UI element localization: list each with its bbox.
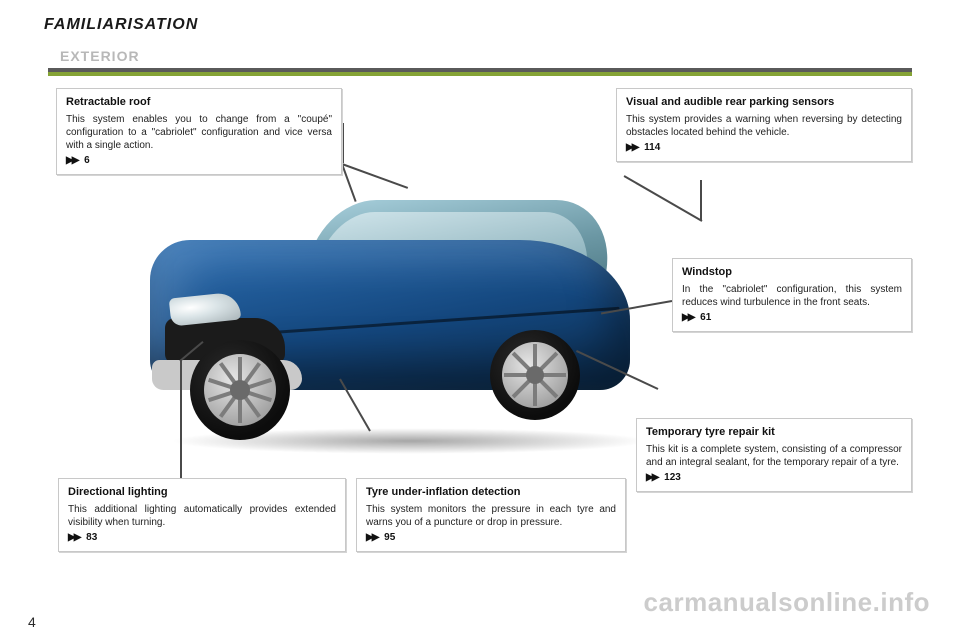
- ref-icon: ▶▶: [366, 532, 377, 543]
- chapter-title: FAMILIARISATION: [44, 16, 198, 34]
- callout-ref-page: 123: [664, 472, 681, 483]
- page-number: 4: [28, 614, 36, 630]
- callout-ref-page: 83: [86, 532, 97, 543]
- ref-icon: ▶▶: [66, 155, 77, 166]
- callout-body: This additional lighting automatically p…: [68, 503, 336, 529]
- callout-title: Visual and audible rear parking sensors: [626, 96, 902, 110]
- callout-tyre-underinflation: Tyre under-inflation detection This syst…: [356, 478, 626, 552]
- callout-ref: ▶▶ 6: [66, 155, 332, 166]
- manual-page: FAMILIARISATION EXTERIOR: [0, 0, 960, 640]
- callout-ref-page: 95: [384, 532, 395, 543]
- callout-body: This system enables you to change from a…: [66, 113, 332, 152]
- leader-line: [180, 360, 182, 478]
- ref-icon: ▶▶: [626, 142, 637, 153]
- callout-ref-page: 61: [700, 312, 711, 323]
- leader-line: [342, 123, 344, 163]
- leader-line: [700, 180, 702, 220]
- callout-title: Windstop: [682, 266, 902, 280]
- divider-green: [48, 72, 912, 76]
- callout-title: Tyre under-inflation detection: [366, 486, 616, 500]
- ref-icon: ▶▶: [682, 312, 693, 323]
- callout-ref-page: 6: [84, 155, 90, 166]
- callout-ref: ▶▶ 61: [682, 312, 902, 323]
- callout-title: Directional lighting: [68, 486, 336, 500]
- callout-ref: ▶▶ 123: [646, 472, 902, 483]
- ref-icon: ▶▶: [68, 532, 79, 543]
- callout-body: In the "cabriolet" configuration, this s…: [682, 283, 902, 309]
- callout-ref: ▶▶ 95: [366, 532, 616, 543]
- callout-rear-parking-sensors: Visual and audible rear parking sensors …: [616, 88, 912, 162]
- ref-icon: ▶▶: [646, 472, 657, 483]
- callout-body: This system provides a warning when reve…: [626, 113, 902, 139]
- callout-tyre-repair-kit: Temporary tyre repair kit This kit is a …: [636, 418, 912, 492]
- section-title: EXTERIOR: [60, 48, 140, 64]
- car-illustration: [110, 200, 670, 450]
- leader-line: [342, 163, 408, 189]
- car-wheel-rear: [490, 330, 580, 420]
- callout-title: Retractable roof: [66, 96, 332, 110]
- callout-windstop: Windstop In the "cabriolet" configuratio…: [672, 258, 912, 332]
- watermark: carmanualsonline.info: [644, 587, 930, 618]
- callout-ref: ▶▶ 83: [68, 532, 336, 543]
- car-wheel-front: [190, 340, 290, 440]
- callout-ref: ▶▶ 114: [626, 142, 902, 153]
- callout-title: Temporary tyre repair kit: [646, 426, 902, 440]
- callout-directional-lighting: Directional lighting This additional lig…: [58, 478, 346, 552]
- callout-ref-page: 114: [644, 142, 660, 153]
- callout-body: This kit is a complete system, consistin…: [646, 443, 902, 469]
- callout-body: This system monitors the pressure in eac…: [366, 503, 616, 529]
- callout-retractable-roof: Retractable roof This system enables you…: [56, 88, 342, 175]
